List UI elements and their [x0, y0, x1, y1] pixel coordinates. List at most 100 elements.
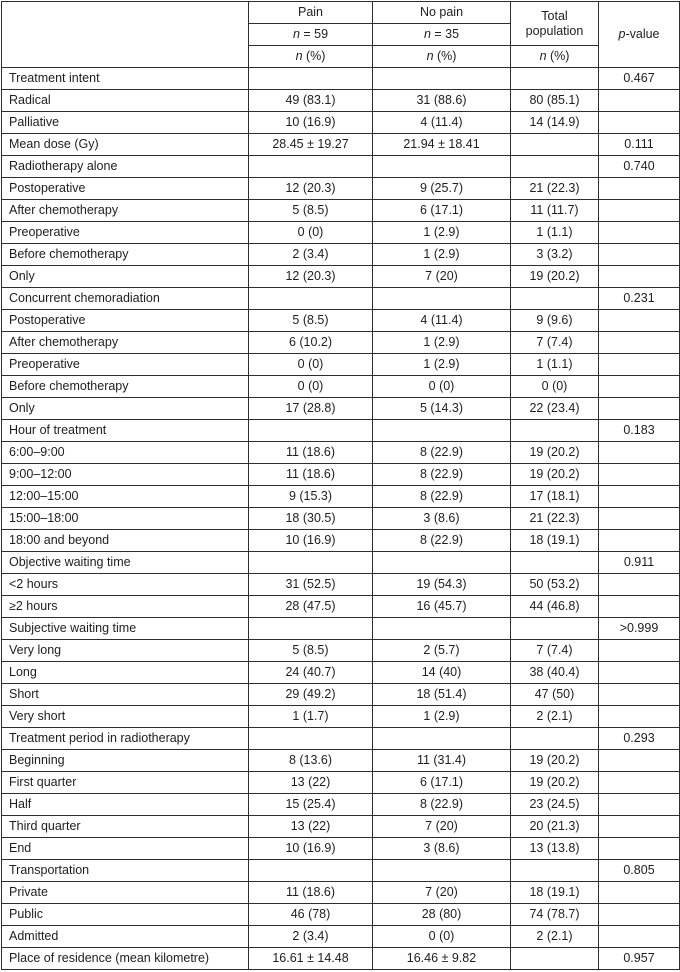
- pain-value-cell: 46 (78): [248, 903, 373, 926]
- table-row: Mean dose (Gy) 28.45 ± 19.27 21.94 ± 18.…: [1, 133, 680, 156]
- pain-value-cell: 6 (10.2): [248, 331, 373, 354]
- total-value-cell: [510, 287, 599, 310]
- no-pain-value-cell: 4 (11.4): [372, 309, 511, 332]
- table-row: Preoperative 0 (0) 1 (2.9) 1 (1.1): [1, 221, 680, 244]
- pain-value-cell: 18 (30.5): [248, 507, 373, 530]
- table-row: Transportation 0.805: [1, 859, 680, 882]
- pain-n-eq: = 59: [299, 27, 329, 42]
- row-label: Objective waiting time: [1, 551, 249, 574]
- total-value-cell: [510, 155, 599, 178]
- no-pain-value-cell: 1 (2.9): [372, 221, 511, 244]
- pain-value-cell: 5 (8.5): [248, 199, 373, 222]
- total-value-cell: 14 (14.9): [510, 111, 599, 134]
- row-label: 9:00–12:00: [1, 463, 249, 486]
- pain-value-cell: [248, 67, 373, 90]
- pain-value-cell: 9 (15.3): [248, 485, 373, 508]
- no-pain-value-cell: 4 (11.4): [372, 111, 511, 134]
- no-pain-value-cell: 8 (22.9): [372, 463, 511, 486]
- no-pain-value-cell: 31 (88.6): [372, 89, 511, 112]
- pain-value-cell: 28.45 ± 19.27: [248, 133, 373, 156]
- table-row: Objective waiting time 0.911: [1, 551, 680, 574]
- p-value-cell: 0.957: [598, 947, 680, 970]
- pain-value-cell: 12 (20.3): [248, 177, 373, 200]
- no-pain-value-cell: 8 (22.9): [372, 529, 511, 552]
- pain-value-cell: 28 (47.5): [248, 595, 373, 618]
- table-row: Public 46 (78) 28 (80) 74 (78.7): [1, 903, 680, 926]
- pain-value-cell: 11 (18.6): [248, 441, 373, 464]
- no-pain-value-cell: [372, 551, 511, 574]
- row-label: Before chemotherapy: [1, 243, 249, 266]
- total-value-cell: 17 (18.1): [510, 485, 599, 508]
- row-label: Beginning: [1, 749, 249, 772]
- header-no-pain-n: n = 35: [372, 23, 511, 46]
- table-row: Before chemotherapy 2 (3.4) 1 (2.9) 3 (3…: [1, 243, 680, 266]
- p-value-cell: 0.231: [598, 287, 680, 310]
- p-value-cell: [598, 837, 680, 860]
- pain-value-cell: [248, 419, 373, 442]
- pain-value-cell: 2 (3.4): [248, 925, 373, 948]
- pain-value-cell: 16.61 ± 14.48: [248, 947, 373, 970]
- row-label: Long: [1, 661, 249, 684]
- table-row: Beginning 8 (13.6) 11 (31.4) 19 (20.2): [1, 749, 680, 772]
- p-value-cell: [598, 485, 680, 508]
- pain-value-cell: 17 (28.8): [248, 397, 373, 420]
- no-pain-value-cell: 2 (5.7): [372, 639, 511, 662]
- total-value-cell: 21 (22.3): [510, 507, 599, 530]
- pain-value-cell: [248, 727, 373, 750]
- p-value-cell: 0.740: [598, 155, 680, 178]
- no-pain-value-cell: 7 (20): [372, 815, 511, 838]
- no-pain-value-cell: 6 (17.1): [372, 771, 511, 794]
- table-row: Treatment intent 0.467: [1, 67, 680, 90]
- table-row: Private 11 (18.6) 7 (20) 18 (19.1): [1, 881, 680, 904]
- pain-value-cell: [248, 551, 373, 574]
- row-label: Third quarter: [1, 815, 249, 838]
- p-value-cell: [598, 683, 680, 706]
- no-pain-value-cell: 7 (20): [372, 265, 511, 288]
- pain-value-cell: 13 (22): [248, 815, 373, 838]
- total-value-cell: 23 (24.5): [510, 793, 599, 816]
- no-pain-value-cell: [372, 287, 511, 310]
- p-value-cell: [598, 177, 680, 200]
- row-label: Transportation: [1, 859, 249, 882]
- p-value-cell: [598, 881, 680, 904]
- p-value-cell: [598, 661, 680, 684]
- row-label: Postoperative: [1, 177, 249, 200]
- table-row: Very short 1 (1.7) 1 (2.9) 2 (2.1): [1, 705, 680, 728]
- p-value-cell: [598, 265, 680, 288]
- total-value-cell: 19 (20.2): [510, 265, 599, 288]
- table-row: After chemotherapy 6 (10.2) 1 (2.9) 7 (7…: [1, 331, 680, 354]
- table-row: End 10 (16.9) 3 (8.6) 13 (13.8): [1, 837, 680, 860]
- no-pain-value-cell: 0 (0): [372, 925, 511, 948]
- no-pain-value-cell: 14 (40): [372, 661, 511, 684]
- p-value-cell: 0.805: [598, 859, 680, 882]
- row-label: Concurrent chemoradiation: [1, 287, 249, 310]
- table-row: <2 hours 31 (52.5) 19 (54.3) 50 (53.2): [1, 573, 680, 596]
- no-pain-value-cell: 8 (22.9): [372, 793, 511, 816]
- header-pain-npct: n (%): [248, 45, 373, 68]
- total-value-cell: 7 (7.4): [510, 639, 599, 662]
- row-label: ≥2 hours: [1, 595, 249, 618]
- total-npct-rest: (%): [546, 49, 570, 64]
- row-label: Mean dose (Gy): [1, 133, 249, 156]
- no-pain-value-cell: 3 (8.6): [372, 507, 511, 530]
- no-pain-value-cell: 1 (2.9): [372, 331, 511, 354]
- p-value-cell: 0.293: [598, 727, 680, 750]
- total-value-cell: [510, 947, 599, 970]
- total-value-cell: 7 (7.4): [510, 331, 599, 354]
- pain-value-cell: 2 (3.4): [248, 243, 373, 266]
- table-row: Postoperative 12 (20.3) 9 (25.7) 21 (22.…: [1, 177, 680, 200]
- total-value-cell: [510, 419, 599, 442]
- total-value-cell: 2 (2.1): [510, 925, 599, 948]
- no-pain-value-cell: 28 (80): [372, 903, 511, 926]
- table-row: 12:00–15:00 9 (15.3) 8 (22.9) 17 (18.1): [1, 485, 680, 508]
- table-row: Very long 5 (8.5) 2 (5.7) 7 (7.4): [1, 639, 680, 662]
- total-value-cell: 20 (21.3): [510, 815, 599, 838]
- row-label: Palliative: [1, 111, 249, 134]
- row-label: Only: [1, 265, 249, 288]
- total-value-cell: 22 (23.4): [510, 397, 599, 420]
- table-row: Half 15 (25.4) 8 (22.9) 23 (24.5): [1, 793, 680, 816]
- total-value-cell: 0 (0): [510, 375, 599, 398]
- total-npct-var: n: [539, 49, 547, 64]
- table-row: 18:00 and beyond 10 (16.9) 8 (22.9) 18 (…: [1, 529, 680, 552]
- total-value-cell: 74 (78.7): [510, 903, 599, 926]
